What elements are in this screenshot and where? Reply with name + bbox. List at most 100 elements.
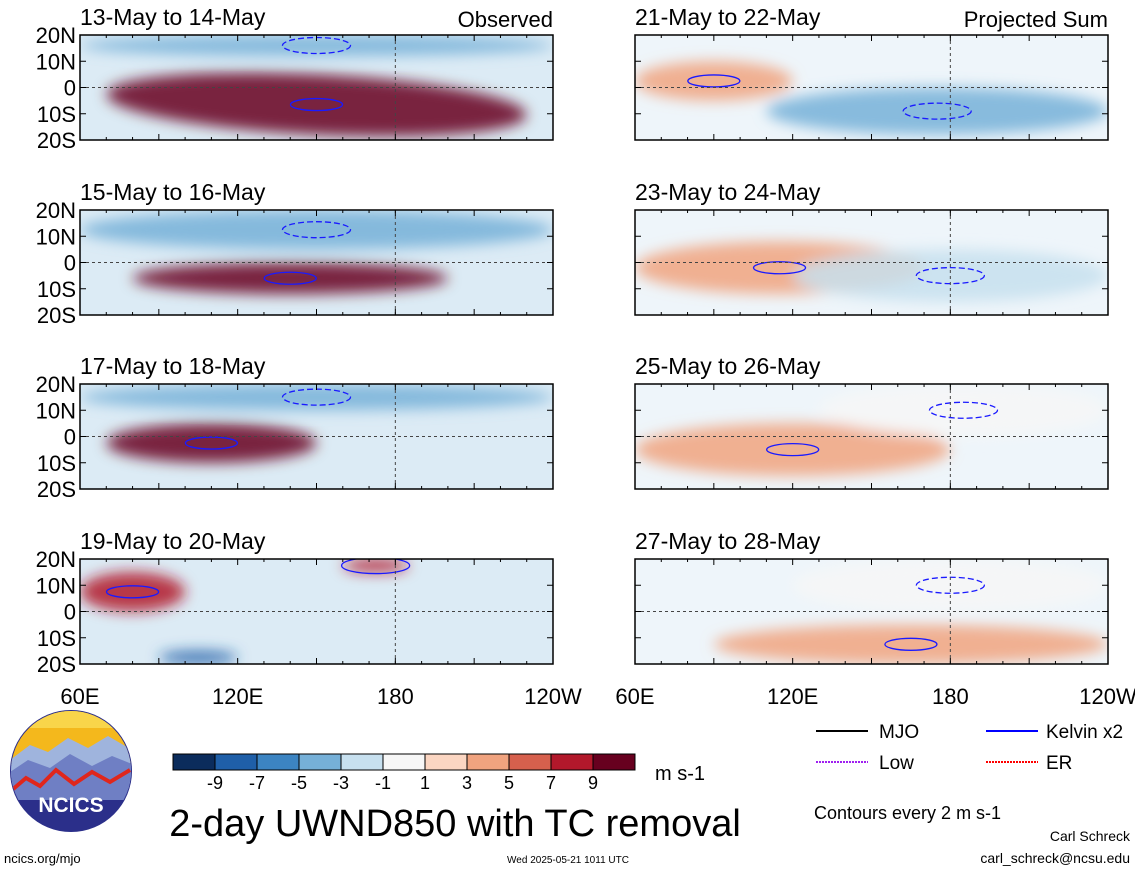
anomaly-negative-1 [80,210,553,250]
anomaly-negative-1 [80,384,553,411]
kelvin-contour-0 [687,74,741,88]
anomaly-positive-0 [106,72,527,137]
x-tick-label: 120E [212,684,263,709]
chart-title: 2-day UWND850 with TC removal [169,803,741,845]
y-tick-label: 20S [37,652,76,677]
colorbar-swatch [214,753,258,771]
colorbar-tick-label: 1 [420,773,430,793]
colorbar-swatch [508,753,552,771]
y-tick-label: 10N [36,573,76,598]
y-tick-label: 20S [37,303,76,328]
anomaly-negative-1 [80,35,553,56]
y-tick-label: 20N [36,23,76,48]
footer-timestamp: Wed 2025-05-21 1011 UTC [507,855,629,866]
legend-label-kelvin: Kelvin x2 [1046,722,1123,743]
anomaly-negative-2 [158,650,238,664]
y-tick-label: 20N [36,547,76,572]
colorbar: -9 -7 -5 -3 -1 1 3 5 7 9 [172,753,636,793]
y-tick-label: 10N [36,49,76,74]
colorbar-swatch [340,753,384,771]
panel-title: 21-May to 22-May [635,4,821,30]
colorbar-tick-label: -9 [207,773,223,793]
x-tick-label: 120W [524,684,582,709]
anomaly-negative-1 [766,87,1108,135]
panel-1-3: 27-May to 28-May [634,528,1109,665]
kelvin-contour-0 [289,97,344,112]
y-tick-label: 0 [64,425,76,450]
x-tick-label: 180 [377,684,414,709]
colorbar-swatch [382,753,426,771]
footer-url: ncics.org/mjo [4,851,81,866]
panel-title: 13-May to 14-May [80,4,266,30]
panel-title: 25-May to 26-May [635,353,821,379]
x-tick-label: 120E [767,684,818,709]
kelvin-contour-0 [884,637,938,651]
anomaly-positive-0 [132,262,448,294]
kelvin-contour-0 [752,261,807,275]
bottom-axis-labels: 60E 120E 180 120W 60E 120E 180 120W [60,684,1135,709]
panel-title: 27-May to 28-May [635,528,821,554]
panel-title: 17-May to 18-May [80,353,266,379]
anomaly-positive-0 [80,572,186,612]
kelvin-contour-1 [281,221,352,239]
x-tick-label: 180 [932,684,969,709]
anomaly-positive-0 [713,624,1108,664]
panel-title: 15-May to 16-May [80,179,266,205]
kelvin-contour-0 [184,436,239,450]
kelvin-contour-1 [340,559,411,575]
column-header: Projected Sum [964,7,1108,32]
footer-author: Carl Schreck [1050,828,1131,844]
x-tick-label: 60E [615,684,654,709]
y-tick-label: 10N [36,398,76,423]
y-tick-label: 20N [36,372,76,397]
panel-1-0: 21-May to 22-May Projected Sum [634,4,1109,141]
y-tick-label: 0 [64,76,76,101]
colorbar-swatch [592,753,636,771]
contour-note: Contours every 2 m s-1 [814,803,1001,823]
colorbar-swatch [466,753,510,771]
anomaly-positive-1 [342,559,409,573]
y-tick-label: 10S [37,451,76,476]
kelvin-contour-0 [766,442,820,457]
anomaly-positive-0 [106,423,317,463]
legend: MJO Kelvin x2 Low ER Contours every 2 m … [814,722,1123,823]
colorbar-tick-label: -1 [375,773,391,793]
colorbar-units: m s-1 [655,763,705,785]
logo-text: NCICS [38,794,103,817]
y-tick-label: 10S [37,277,76,302]
colorbar-tick-label: -5 [291,773,307,793]
colorbar-swatch [424,753,468,771]
colorbar-swatch [172,753,216,771]
panel-title: 19-May to 20-May [80,528,266,554]
anomaly-negative-1 [818,384,1108,437]
y-tick-label: 0 [64,251,76,276]
y-tick-label: 20N [36,198,76,223]
y-tick-label: 20S [37,477,76,502]
panel-1-1: 23-May to 24-May [634,179,1109,316]
y-tick-label: 10N [36,224,76,249]
panel-title: 23-May to 24-May [635,179,821,205]
colorbar-swatch [256,753,300,771]
panel-1-2: 25-May to 26-May [634,353,1109,490]
kelvin-contour-0 [105,585,160,599]
y-tick-label: 10S [37,626,76,651]
x-tick-label: 120W [1079,684,1135,709]
kelvin-contour-1 [902,102,972,120]
colorbar-tick-label: -7 [249,773,265,793]
colorbar-swatch [550,753,594,771]
y-tick-label: 0 [64,600,76,625]
column-header: Observed [458,7,553,32]
y-tick-label: 20S [37,128,76,153]
ncics-logo: NCICS [10,710,132,832]
footer-email: carl_schreck@ncsu.edu [980,850,1130,866]
colorbar-tick-label: 7 [546,773,556,793]
kelvin-contour-1 [928,401,999,419]
anomaly-positive-0 [635,61,793,101]
colorbar-swatch [298,753,342,771]
kelvin-contour-0 [263,271,317,285]
colorbar-tick-label: -3 [333,773,349,793]
